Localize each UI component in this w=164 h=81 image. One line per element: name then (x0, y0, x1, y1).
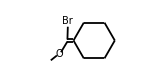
Text: O: O (55, 49, 63, 59)
Text: Br: Br (62, 16, 73, 26)
